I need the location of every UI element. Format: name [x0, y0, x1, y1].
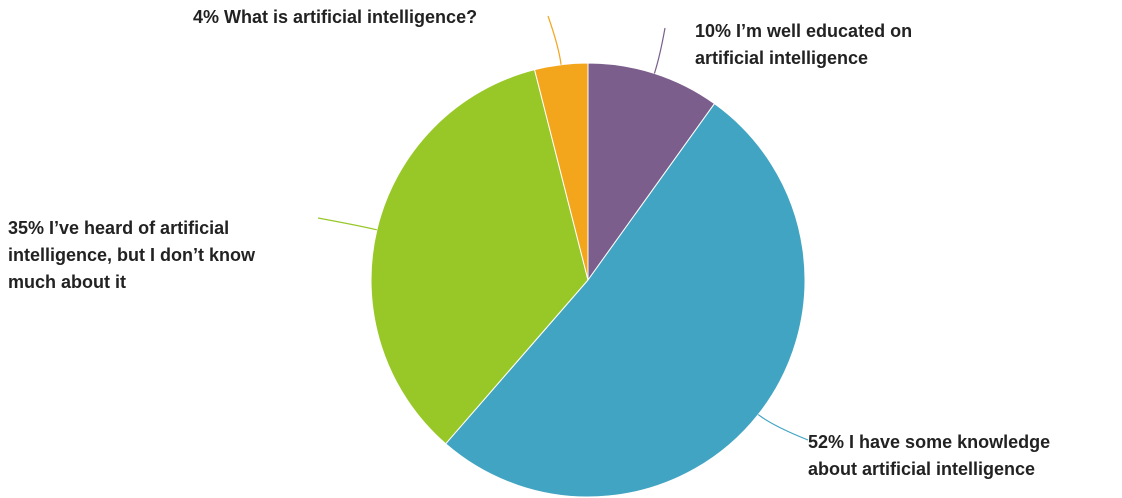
slice-label-line: intelligence, but I don’t know: [8, 245, 255, 265]
slice-label-line: 52% I have some knowledge: [808, 432, 1051, 452]
slice-label-line: 35% I’ve heard of artificial: [8, 218, 230, 238]
slice-label-line: about artificial intelligence: [808, 459, 1036, 479]
slice-label-some-knowledge: 52% I have some knowledge about artifici…: [808, 429, 1050, 483]
slice-label-heard-of: 35% I’ve heard of artificial intelligenc…: [8, 215, 255, 296]
pie-slice-well-educated: [587, 62, 716, 282]
leader-line-some-knowledge: [757, 414, 809, 441]
slice-label-line: artificial intelligence: [695, 48, 869, 68]
slice-label-line: much about it: [8, 272, 126, 292]
leader-line-what-is-ai: [547, 15, 562, 65]
slice-label-well-educated: 10% I’m well educated on artificial inte…: [695, 18, 912, 72]
pie-slice-some-knowledge: [444, 102, 806, 498]
leader-line-heard-of: [317, 217, 378, 231]
pie-slice-what-is-ai: [533, 62, 589, 281]
slice-label-what-is-ai: 4% What is artificial intelligence?: [193, 4, 477, 31]
slice-label-line: 10% I’m well educated on: [695, 21, 913, 41]
leader-line-well-educated: [653, 27, 666, 74]
slice-label-line: 4% What is artificial intelligence?: [193, 7, 478, 27]
pie-slice-heard-of: [370, 69, 589, 445]
